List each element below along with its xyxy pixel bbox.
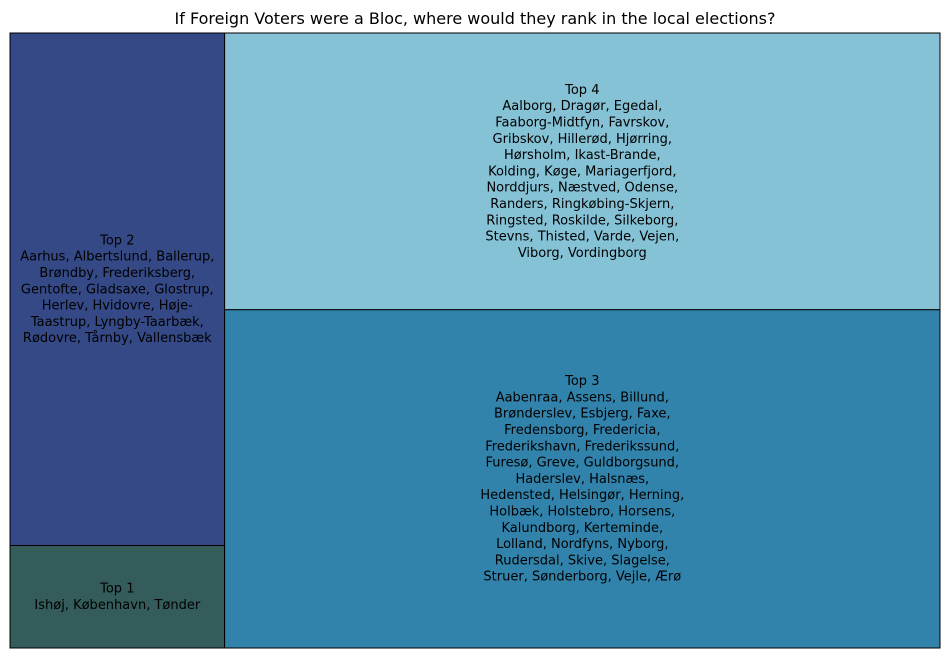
tile-municipalities-line: Struer, Sønderborg, Vejle, Ærø: [483, 569, 681, 584]
tile-municipalities-line: Furesø, Greve, Guldborgsund,: [486, 455, 680, 470]
tile-top-4: [224, 32, 941, 311]
tile-top-1: [9, 545, 226, 649]
tile-label-top-3: Top 3 Aabenraa, Assens, Billund, Brøndersl…: [480, 374, 684, 585]
tile-municipalities-line: Holbæk, Holstebro, Horsens,: [489, 504, 675, 519]
tile-label-top-2: Top 2 Aarhus, Albertslund, Ballerup, Brønd…: [20, 233, 214, 346]
tile-municipalities-line: Norddjurs, Næstved, Odense,: [486, 180, 678, 195]
tile-municipalities-line: Haderslev, Halsnæs,: [515, 471, 649, 486]
tile-name: Top 2: [99, 233, 134, 248]
tile-municipalities-line: Aarhus, Albertslund, Ballerup,: [20, 249, 214, 264]
tile-municipalities-line: Stevns, Thisted, Varde, Vejen,: [485, 229, 679, 244]
tile-name: Top 3: [564, 374, 599, 389]
tile-municipalities-line: Kalundborg, Kerteminde,: [501, 520, 663, 535]
tile-municipalities-line: Fredensborg, Fredericia,: [504, 422, 660, 437]
tile-top-3: [224, 309, 941, 649]
tile-name: Top 1: [99, 581, 134, 596]
tile-label-top-4: Top 4 Aalborg, Dragør, Egedal, Faaborg-Mid…: [485, 82, 679, 260]
tile-municipalities-line: Hedensted, Helsingør, Herning,: [480, 488, 684, 503]
tile-municipalities-line: Ishøj, København, Tønder: [34, 597, 200, 612]
tile-municipalities-line: Aalborg, Dragør, Egedal,: [502, 99, 662, 114]
tile-municipalities-line: Brønderslev, Esbjerg, Faxe,: [494, 406, 671, 421]
tile-municipalities-line: Rudersdal, Skive, Slagelse,: [495, 553, 670, 568]
tile-municipalities-line: Gribskov, Hillerød, Hjørring,: [493, 131, 673, 146]
tile-municipalities-line: Gentofte, Gladsaxe, Glostrup,: [21, 282, 214, 297]
tile-municipalities-line: Herlev, Hvidovre, Høje-: [42, 298, 193, 313]
tile-name: Top 4: [564, 82, 599, 97]
tile-municipalities-line: Aabenraa, Assens, Billund,: [496, 390, 669, 405]
treemap-tiles: Top 2 Aarhus, Albertslund, Ballerup, Brønd…: [9, 32, 941, 649]
tile-municipalities-line: Randers, Ringkøbing-Skjern,: [490, 196, 674, 211]
tile-municipalities-line: Brøndby, Frederiksberg,: [39, 265, 195, 280]
tile-municipalities-line: Viborg, Vordingborg: [518, 245, 647, 260]
tile-municipalities-line: Rødovre, Tårnby, Vallensbæk: [23, 331, 212, 346]
tile-municipalities-line: Faaborg-Midtfyn, Favrskov,: [495, 115, 669, 130]
tile-municipalities-line: Kolding, Køge, Mariagerfjord,: [488, 164, 676, 179]
tile-municipalities-line: Ringsted, Roskilde, Silkeborg,: [486, 213, 678, 228]
tile-municipalities-line: Hørsholm, Ikast-Brande,: [504, 148, 661, 163]
tile-top-2: [9, 32, 226, 546]
tile-municipalities-line: Taastrup, Lyngby-Taarbæk,: [30, 314, 204, 329]
tile-label-top-1: Top 1 Ishøj, København, Tønder: [34, 581, 200, 612]
tile-municipalities-line: Frederikshavn, Frederikssund,: [485, 439, 679, 454]
tile-municipalities-line: Lolland, Nordfyns, Nyborg,: [496, 537, 668, 552]
chart-title: If Foreign Voters were a Bloc, where wou…: [175, 9, 776, 28]
